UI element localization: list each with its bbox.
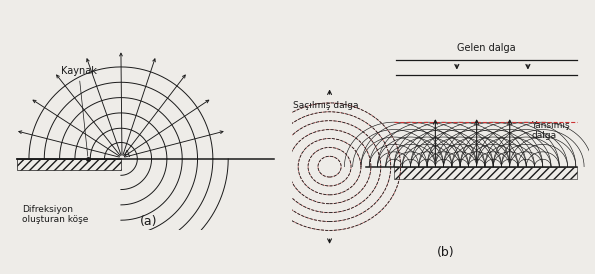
Text: Difreksiyon
oluşturan köşe: Difreksiyon oluşturan köşe <box>23 205 89 224</box>
Text: A: A <box>124 150 130 159</box>
Text: Gelen dalga: Gelen dalga <box>458 43 516 53</box>
Bar <box>17 159 121 170</box>
Text: (b): (b) <box>437 246 454 259</box>
Text: Kaynak: Kaynak <box>61 65 96 156</box>
Bar <box>394 167 578 179</box>
Text: Saçılmış dalga: Saçılmış dalga <box>293 101 359 110</box>
Text: Yansımış
dalga: Yansımış dalga <box>531 121 570 140</box>
Text: (a): (a) <box>139 215 157 228</box>
